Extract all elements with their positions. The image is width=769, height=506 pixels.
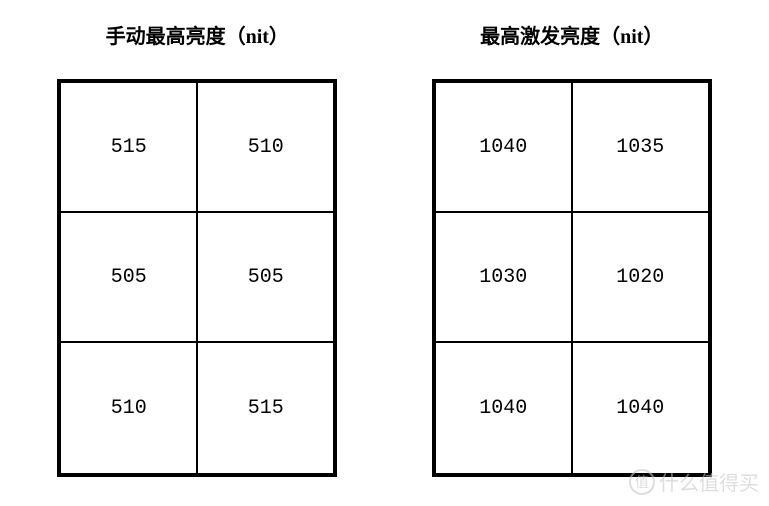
- table-row: 515 510: [61, 83, 333, 213]
- table-row: 1040 1035: [436, 83, 708, 213]
- grid-cell: 1040: [436, 343, 573, 473]
- watermark-text: 什么值得买: [659, 467, 759, 496]
- right-title: 最高激发亮度（nit）: [480, 20, 663, 49]
- grid-cell: 505: [198, 213, 333, 341]
- watermark-icon: 值: [629, 469, 655, 495]
- grid-cell: 1035: [573, 83, 708, 211]
- grid-cell: 510: [198, 83, 333, 211]
- grid-cell: 510: [61, 343, 198, 473]
- grid-cell: 515: [61, 83, 198, 211]
- grid-cell: 1020: [573, 213, 708, 341]
- right-panel: 最高激发亮度（nit） 1040 1035 1030 1020 1040 104…: [425, 20, 720, 477]
- table-row: 1040 1040: [436, 343, 708, 473]
- left-grid: 515 510 505 505 510 515: [57, 79, 337, 477]
- grid-cell: 505: [61, 213, 198, 341]
- left-panel: 手动最高亮度（nit） 515 510 505 505 510 515: [50, 20, 345, 477]
- table-row: 1030 1020: [436, 213, 708, 343]
- right-grid: 1040 1035 1030 1020 1040 1040: [432, 79, 712, 477]
- table-row: 505 505: [61, 213, 333, 343]
- left-title: 手动最高亮度（nit）: [106, 20, 289, 49]
- grid-cell: 515: [198, 343, 333, 473]
- grid-cell: 1040: [573, 343, 708, 473]
- grid-cell: 1040: [436, 83, 573, 211]
- table-row: 510 515: [61, 343, 333, 473]
- watermark: 值 什么值得买: [629, 467, 759, 496]
- grid-cell: 1030: [436, 213, 573, 341]
- main-container: 手动最高亮度（nit） 515 510 505 505 510 515 最高激发…: [0, 0, 769, 477]
